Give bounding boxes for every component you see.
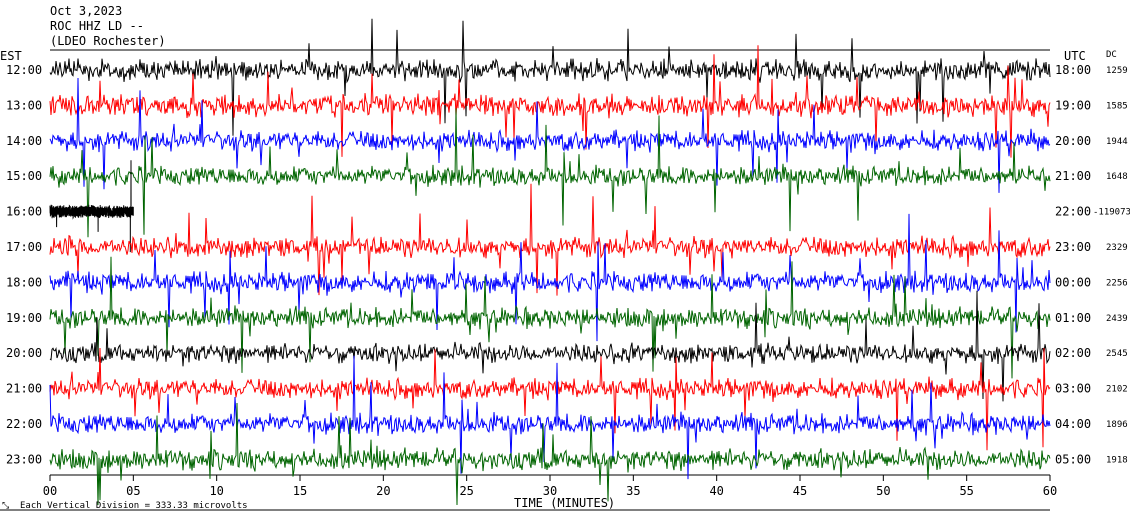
utc-hour-label: 20:00 (1055, 134, 1091, 148)
est-hour-label: 23:00 (6, 452, 42, 466)
utc-axis-label: UTC (1064, 49, 1086, 63)
est-hour-label: 15:00 (6, 169, 42, 183)
est-hour-label: 20:00 (6, 346, 42, 360)
utc-hour-label: 02:00 (1055, 346, 1091, 360)
utc-hour-label: 22:00 (1055, 205, 1091, 219)
trace-1200 (49, 18, 1051, 136)
dc-value: 1896 (1106, 420, 1128, 430)
est-hour-label: 22:00 (6, 417, 42, 431)
scale-note: Each Vertical Division = 333.33 microvol… (20, 501, 248, 511)
dc-value: 2329 (1106, 243, 1128, 253)
trace-1300 (49, 45, 1051, 158)
utc-hour-label: 21:00 (1055, 169, 1091, 183)
utc-hour-label: 04:00 (1055, 417, 1091, 431)
trace-1600 (49, 160, 134, 253)
dc-value: 2256 (1106, 278, 1128, 288)
trace-2100 (49, 347, 1051, 451)
x-tick-label: 10 (209, 484, 223, 498)
trace-1500 (49, 108, 1051, 238)
trace-1700 (49, 183, 1051, 296)
scale-icon: ⤡ (2, 501, 9, 511)
est-hour-label: 14:00 (6, 134, 42, 148)
x-tick-label: 50 (876, 484, 890, 498)
dc-value: 1918 (1106, 455, 1128, 465)
x-tick-label: 20 (376, 484, 390, 498)
location-label: (LDEO Rochester) (50, 34, 166, 48)
x-tick-label: 30 (543, 484, 557, 498)
trace-1400 (49, 77, 1051, 193)
utc-hour-label: 19:00 (1055, 98, 1091, 112)
x-axis-label: TIME (MINUTES) (514, 496, 615, 510)
trace-1900 (49, 256, 1051, 379)
x-tick-group: 00 05 10 15 20 25 30 35 40 45 50 55 60 (43, 475, 1057, 498)
utc-hour-label: 18:00 (1055, 63, 1091, 77)
dc-value: 1585 (1106, 101, 1128, 111)
x-tick-label: 45 (793, 484, 807, 498)
utc-hour-label: 05:00 (1055, 452, 1091, 466)
x-tick-label: 55 (959, 484, 973, 498)
utc-hour-label: 23:00 (1055, 240, 1091, 254)
dc-value: 2545 (1106, 349, 1128, 359)
est-hour-label: 21:00 (6, 382, 42, 396)
dc-axis-label: DC (1106, 50, 1117, 60)
est-hour-label: 17:00 (6, 240, 42, 254)
dc-value: 1648 (1106, 172, 1128, 182)
trace-group (49, 18, 1051, 506)
row-label-group: 12:00 18:00 1259 13:00 19:00 1585 14:00 20:00 19… (6, 63, 1130, 466)
utc-hour-label: 01:00 (1055, 311, 1091, 325)
est-hour-label: 19:00 (6, 311, 42, 325)
x-tick-label: 15 (293, 484, 307, 498)
trace-2200 (49, 355, 1051, 480)
est-hour-label: 18:00 (6, 275, 42, 289)
utc-hour-label: 00:00 (1055, 275, 1091, 289)
est-hour-label: 13:00 (6, 98, 42, 112)
x-tick-label: 40 (709, 484, 723, 498)
x-tick-label: 25 (459, 484, 473, 498)
station-label: ROC HHZ LD -- (50, 19, 144, 33)
x-tick-label: 05 (126, 484, 140, 498)
dc-value: 2439 (1106, 314, 1128, 324)
trace-1800 (49, 213, 1051, 342)
trace-2000 (49, 290, 1051, 402)
x-tick-label: 35 (626, 484, 640, 498)
trace-2300 (49, 402, 1051, 506)
est-hour-label: 12:00 (6, 63, 42, 77)
dc-value: 1944 (1106, 137, 1128, 147)
dc-value: 1259 (1106, 66, 1128, 76)
dc-value: -1190732 (1093, 208, 1130, 218)
x-tick-label: 60 (1043, 484, 1057, 498)
x-tick-label: 00 (43, 484, 57, 498)
dc-value: 2102 (1106, 385, 1128, 395)
date-label: Oct 3,2023 (50, 4, 122, 18)
utc-hour-label: 03:00 (1055, 382, 1091, 396)
est-axis-label: EST (0, 49, 22, 63)
est-hour-label: 16:00 (6, 205, 42, 219)
